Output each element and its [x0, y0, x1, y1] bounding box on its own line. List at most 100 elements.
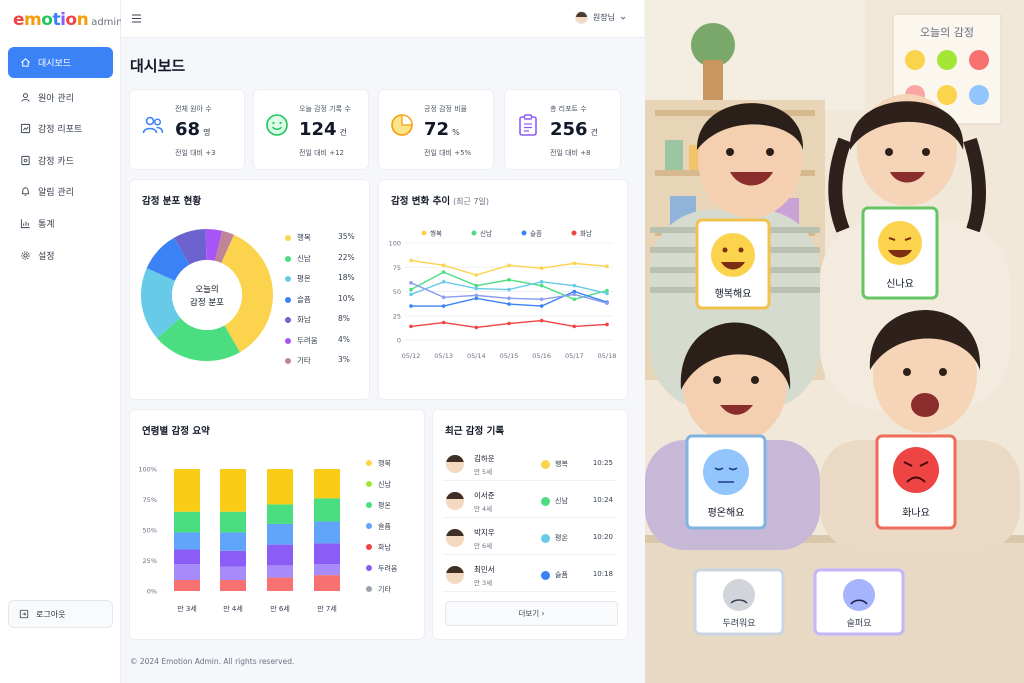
y-tick-label: 100%: [138, 466, 157, 474]
stat-change: 전일 대비 +12: [299, 149, 344, 157]
legend-label: 신남: [378, 480, 391, 489]
bar-segment: [314, 543, 340, 565]
legend-item: 신남 22%: [285, 253, 360, 264]
sidebar-item-settings[interactable]: 설정: [8, 240, 113, 271]
sidebar-item-label: 대시보드: [38, 59, 72, 69]
menu-icon[interactable]: [131, 13, 142, 24]
user-name: 원장님: [592, 13, 615, 22]
stat-card-children: 전체 원아 수 68 명 전일 대비 +3: [129, 89, 245, 170]
y-tick-label: 50%: [143, 527, 157, 535]
x-tick-label: 05/15: [500, 352, 519, 360]
sidebar-item-dashboard[interactable]: 대시보드: [8, 47, 113, 78]
legend-pct: 22%: [338, 252, 355, 262]
x-tick-label: 만 4세: [223, 604, 243, 613]
table-row[interactable]: 이서준 만 4세 신남 10:24: [443, 484, 617, 518]
stat-change: 전일 대비 +3: [175, 149, 216, 157]
legend-label: 신남: [297, 253, 311, 263]
bar-segment: [267, 544, 293, 566]
logout-button[interactable]: 로그아웃: [8, 600, 113, 628]
age-summary-card: 연령별 감정 요약 0% 25% 50% 75% 100% 만 3세 만 4세 만 6세 만 7…: [129, 409, 425, 640]
data-point: [539, 280, 544, 284]
svg-text:신나요: 신나요: [886, 278, 914, 290]
legend-item: 두려움 4%: [285, 335, 360, 346]
bar-segment: [220, 532, 246, 551]
recent-records-card: 최근 감정 기록 김하운 만 5세 행복 10:25 이서준 만 4세 신남 10:24 박지우…: [432, 409, 628, 640]
data-point: [474, 286, 479, 291]
svg-text:평온해요: 평온해요: [708, 506, 745, 519]
bar-segment: [220, 469, 246, 512]
x-tick-label: 05/18: [598, 352, 617, 360]
chevron-down-icon: [620, 16, 626, 20]
legend-label: 화남: [378, 543, 391, 552]
y-tick-label: 75%: [143, 496, 157, 504]
pie-icon: [391, 114, 413, 136]
svg-text:슬퍼요: 슬퍼요: [847, 618, 872, 629]
sidebar-item-alerts[interactable]: 알림 관리: [8, 176, 113, 207]
legend-dot: [366, 586, 372, 592]
sidebar-item-stats[interactable]: 통계: [8, 208, 113, 239]
data-point: [539, 283, 544, 288]
x-tick-label: 05/12: [402, 352, 421, 360]
bar-segment: [174, 564, 200, 581]
data-point: [605, 322, 609, 327]
table-row[interactable]: 최민서 만 3세 슬픔 10:18: [443, 558, 617, 592]
legend-item: 슬픔 10%: [285, 294, 360, 305]
bar-segment: [314, 564, 340, 576]
bar-segment: [267, 504, 293, 524]
data-point: [474, 273, 479, 277]
child-name: 박지우: [474, 528, 495, 537]
user-menu[interactable]: 원장님: [574, 11, 627, 24]
bell-icon: [21, 187, 30, 196]
table-row[interactable]: 박지우 만 6세 평온 10:20: [443, 521, 617, 555]
legend-label: 평온: [378, 501, 391, 510]
emotion-badge: 슬픔: [541, 570, 568, 580]
page-title: 대시보드: [130, 57, 186, 75]
more-button[interactable]: 더보기 ›: [445, 601, 618, 626]
table-row[interactable]: 김하운 만 5세 행복 10:25: [443, 447, 617, 481]
bar-segment: [267, 469, 293, 505]
home-icon: [21, 58, 30, 67]
card-icon: [21, 155, 30, 166]
legend-label: 화남: [297, 315, 311, 324]
data-point: [539, 266, 544, 271]
bar-segment: [267, 565, 293, 578]
card-angry: 화나요: [875, 434, 957, 530]
bar-segment: [220, 580, 246, 591]
donut-center-line1: 오늘의: [195, 284, 218, 295]
legend-pct: 35%: [338, 232, 355, 241]
legend-dot: [366, 565, 372, 571]
sidebar-item-label: 원아 관리: [38, 94, 74, 104]
data-point: [409, 287, 413, 292]
trend-card: 감정 변화 추이 (최근 7일) 0 25 50 75 100 05/12 05/13 05/1…: [378, 179, 628, 400]
sidebar-item-report[interactable]: 감정 리포트: [8, 113, 113, 144]
child-name: 최민서: [474, 565, 495, 574]
photo-illustration: 오늘의 감정: [645, 0, 1024, 683]
app-logo[interactable]: emotion admin: [13, 10, 123, 30]
data-point: [474, 325, 479, 330]
x-tick-label: 만 6세: [270, 604, 290, 613]
bar-segment: [174, 469, 200, 512]
card-sad: 슬퍼요: [813, 568, 905, 636]
sidebar-item-children[interactable]: 원아 관리: [8, 82, 113, 113]
legend-item: 평온 18%: [285, 273, 360, 284]
avatar: [446, 529, 464, 547]
stats-icon: [20, 219, 30, 229]
legend-dot: [285, 358, 291, 364]
legend-pct: 3%: [338, 355, 350, 364]
donut-slice: [205, 229, 223, 261]
legend-label: 기타: [297, 356, 311, 365]
footer-copyright: © 2024 Emotion Admin. All rights reserve…: [130, 657, 295, 666]
legend-label: 행복: [378, 459, 391, 468]
legend-dot: [366, 502, 372, 508]
top-bar: 원장님: [121, 0, 644, 38]
legend-dot: [285, 317, 291, 323]
legend-label: 행복: [430, 229, 442, 238]
legend-dot: [285, 235, 291, 241]
sidebar-item-cards[interactable]: 감정 카드: [8, 145, 113, 176]
stat-card-records: 오늘 감정 기록 수 124 건 전일 대비 +12: [253, 89, 369, 170]
child-age: 만 4세: [474, 505, 493, 513]
bar-segment: [314, 498, 340, 522]
child-name: 이서준: [474, 491, 495, 500]
card-title: 감정 분포 현황: [142, 196, 202, 207]
legend-label: 슬픔: [297, 294, 311, 304]
